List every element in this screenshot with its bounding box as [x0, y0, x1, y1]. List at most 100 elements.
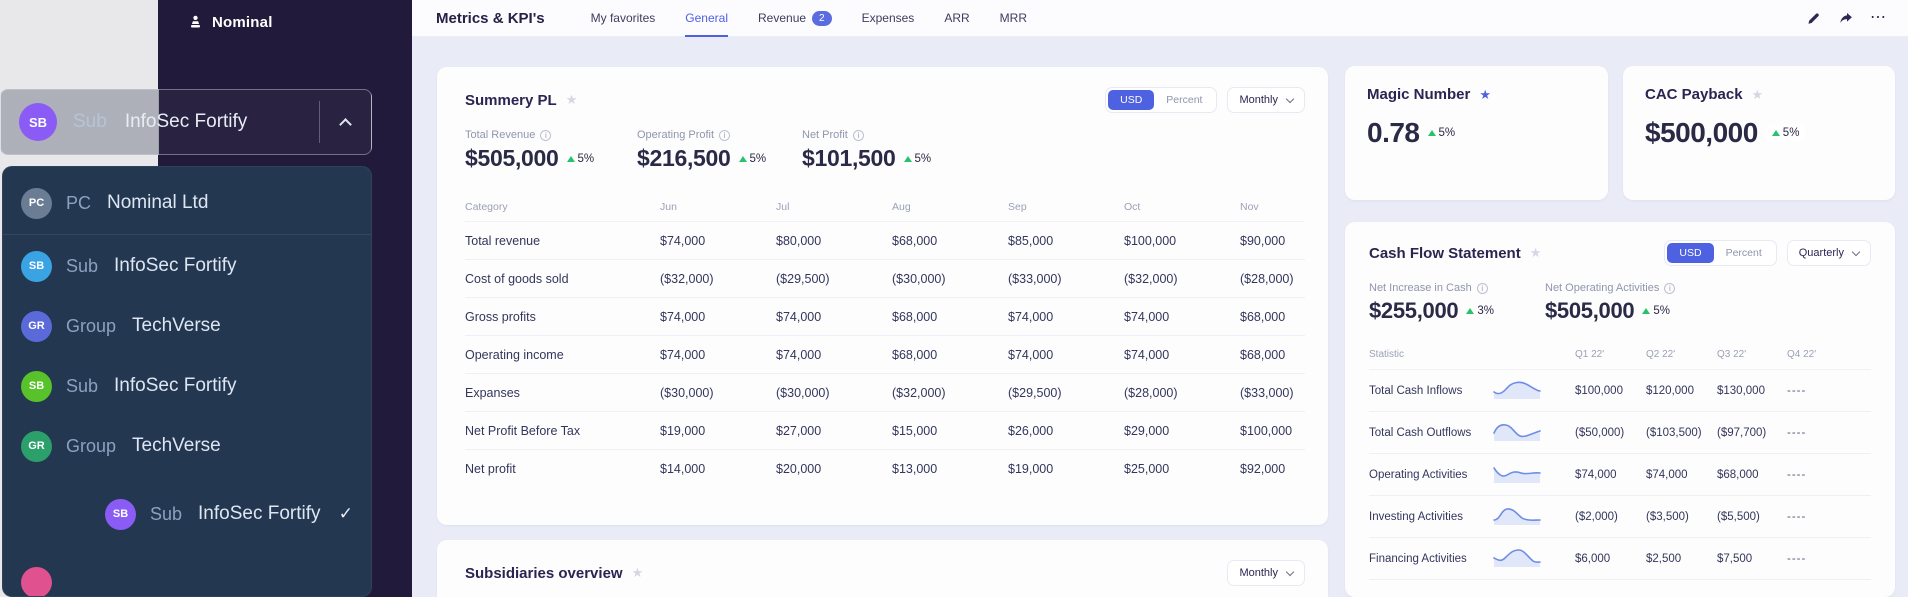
card-controls: USD Percent Quarterly: [1664, 240, 1871, 266]
period-select-value: Monthly: [1239, 567, 1278, 579]
kpi-row: Total Revenue i $505,000 5% Operating Profit…: [465, 129, 1305, 172]
favorite-star-icon[interactable]: ★: [1751, 86, 1764, 102]
tab-expenses[interactable]: Expenses: [862, 0, 915, 36]
cell-value: $74,000: [660, 309, 706, 324]
entity-type-label: Sub: [150, 503, 183, 524]
cell-value: $26,000: [1008, 423, 1054, 438]
column-header: Oct: [1124, 200, 1141, 213]
cell-value: ($50,000): [1575, 426, 1625, 439]
table-row: Operating income $74,000 $74,000 $68,000 $74…: [465, 336, 1305, 374]
entity-list-item[interactable]: SB Sub InfoSec Fortify: [3, 356, 371, 416]
divider: [319, 101, 320, 143]
favorite-star-icon[interactable]: ★: [631, 565, 644, 580]
period-select[interactable]: Monthly: [1227, 560, 1305, 586]
cell-value: $100,000: [1575, 384, 1623, 397]
cell-value: $68,000: [892, 347, 938, 362]
unit-option-usd[interactable]: USD: [1108, 90, 1155, 110]
unit-option-usd[interactable]: USD: [1667, 243, 1714, 263]
card-title: Magic Number: [1367, 86, 1471, 103]
cell-value: ----: [1787, 510, 1807, 523]
favorite-star-icon[interactable]: ★: [565, 92, 578, 107]
share-arrow-icon[interactable]: [1838, 11, 1853, 26]
favorite-star-icon[interactable]: ★: [1529, 245, 1542, 260]
delta-badge: 5%: [1765, 124, 1806, 142]
column-header: Statistic: [1369, 349, 1405, 360]
entity-list-item[interactable]: [3, 552, 371, 596]
cell-value: $74,000: [1646, 468, 1688, 481]
table-row: Operating Activities $74,000 $74,000 $68,00…: [1369, 454, 1871, 496]
cell-value: $19,000: [660, 423, 706, 438]
kpi-label-text: Net Profit: [802, 129, 848, 141]
cell-value: ($33,000): [1008, 271, 1062, 286]
sparkline-icon: [1493, 421, 1575, 444]
avatar: SB: [21, 370, 52, 402]
cell-value: ($32,000): [892, 385, 946, 400]
entity-name-label: Nominal Ltd: [107, 192, 209, 214]
tab-mrr[interactable]: MRR: [1000, 0, 1027, 36]
metric-value: 0.78: [1367, 117, 1420, 148]
topbar: Metrics & KPI's My favorites General Reven…: [412, 0, 1908, 37]
row-statistic: Financing Activities: [1369, 552, 1467, 565]
kpi-label: Operating Profit i: [637, 129, 802, 141]
chevron-down-icon: [1285, 94, 1295, 104]
entity-list-item[interactable]: SB Sub InfoSec Fortify ✓: [3, 476, 371, 552]
tab-arr[interactable]: ARR: [944, 0, 969, 36]
info-icon[interactable]: i: [1664, 282, 1676, 294]
tab-label: MRR: [999, 11, 1027, 25]
edit-pencil-icon[interactable]: [1806, 11, 1821, 26]
cashflow-card: Cash Flow Statement ★ USD Percent Quarter…: [1345, 222, 1895, 597]
unit-option-percent[interactable]: Percent: [1725, 247, 1762, 259]
column-header: Q3 22': [1717, 349, 1747, 360]
tab-general[interactable]: General: [685, 0, 728, 37]
kpi-value: $255,000: [1369, 298, 1459, 323]
avatar: GR: [21, 310, 52, 342]
tab-my-favorites[interactable]: My favorites: [591, 0, 656, 36]
entity-list-item[interactable]: GR Group TechVerse: [3, 416, 371, 476]
cell-value: $85,000: [1008, 233, 1054, 248]
delta-value: 5%: [1782, 127, 1800, 139]
row-statistic: Investing Activities: [1369, 510, 1463, 523]
cell-value: $14,000: [660, 462, 706, 476]
cell-value: ($29,500): [1008, 385, 1062, 400]
card-title: Summery PL: [465, 91, 557, 109]
period-select[interactable]: Quarterly: [1786, 240, 1871, 266]
avatar: [21, 566, 52, 596]
period-select[interactable]: Monthly: [1227, 87, 1305, 113]
cell-value: $74,000: [1124, 309, 1170, 324]
cell-value: $74,000: [776, 309, 822, 324]
favorite-star-icon[interactable]: ★: [1479, 86, 1492, 102]
column-header: Q4 22': [1787, 349, 1817, 360]
kpi-block: Net Increase in Cash i $255,000 3%: [1369, 282, 1545, 324]
chevron-down-icon: [1285, 567, 1295, 577]
info-icon[interactable]: i: [1476, 282, 1488, 294]
avatar: SB: [19, 103, 57, 141]
info-icon[interactable]: i: [719, 129, 731, 141]
info-icon[interactable]: i: [852, 129, 864, 141]
kpi-value-row: $101,500 5%: [802, 145, 931, 172]
more-ellipsis-icon[interactable]: ⋯: [1870, 9, 1886, 26]
cell-value: ($97,700): [1717, 426, 1767, 439]
card-title: Cash Flow Statement: [1369, 244, 1521, 262]
entity-type-label: Sub: [73, 111, 107, 132]
entity-list-item[interactable]: PC PC Nominal Ltd: [3, 173, 371, 233]
unit-option-percent[interactable]: Percent: [1166, 94, 1203, 106]
cell-value: $20,000: [776, 462, 822, 476]
nominal-logo-icon: [191, 15, 200, 28]
cell-value: ----: [1787, 468, 1807, 481]
divider: [3, 234, 371, 235]
avatar: SB: [21, 250, 52, 282]
chevron-down-icon: [1851, 247, 1861, 257]
info-icon[interactable]: i: [540, 129, 552, 141]
entity-selector-button[interactable]: SB Sub InfoSec Fortify: [0, 89, 372, 155]
tab-badge: 2: [812, 10, 832, 26]
tab-revenue[interactable]: Revenue 2: [758, 0, 832, 36]
entity-list-item[interactable]: GR Group TechVerse: [3, 296, 371, 356]
kpi-label: Net Increase in Cash i: [1369, 282, 1545, 294]
chevron-up-icon: [339, 117, 352, 131]
subsidiaries-card: Subsidiaries overview ★ Monthly: [437, 540, 1328, 597]
cell-value: $7,500: [1717, 552, 1753, 565]
metric-value-row: $500,000 5%: [1645, 117, 1873, 149]
cell-value: $68,000: [1717, 468, 1759, 481]
entity-list-item[interactable]: SB Sub InfoSec Fortify: [3, 236, 371, 296]
